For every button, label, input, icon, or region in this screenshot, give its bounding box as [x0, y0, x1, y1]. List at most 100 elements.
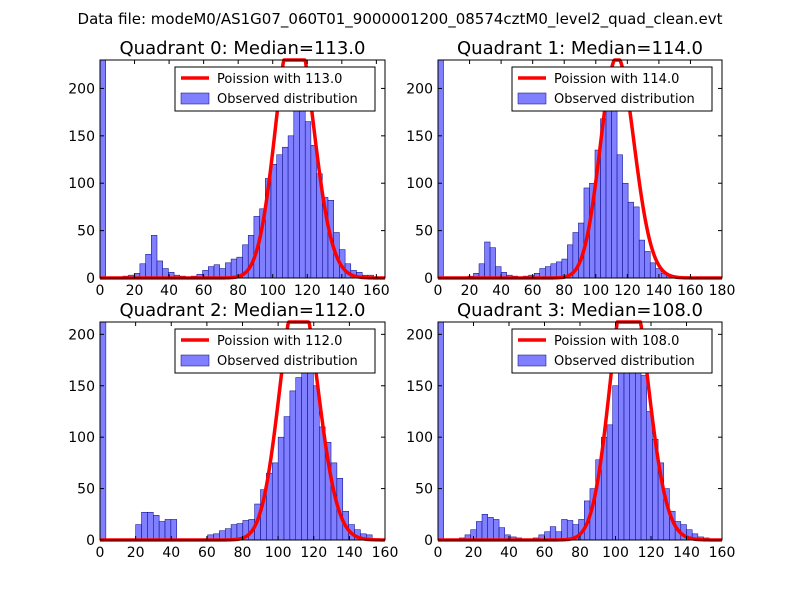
panel-title: Quadrant 1: Median=114.0: [457, 38, 703, 59]
histogram-bar: [649, 262, 656, 279]
histogram-bar: [230, 258, 238, 279]
histogram-bars: [99, 59, 374, 279]
x-tick-label: 120: [638, 545, 665, 561]
histogram-bar: [640, 375, 647, 541]
histogram-bar: [271, 462, 279, 541]
x-tick-label: 140: [646, 283, 673, 299]
histogram-bar: [295, 377, 302, 541]
x-tick-label: 100: [582, 283, 609, 299]
histogram-bar: [304, 121, 312, 279]
x-tick-label: 140: [336, 545, 363, 561]
axes-frame: [99, 59, 386, 279]
legend-label-fit: Poission with 112.0: [217, 334, 342, 349]
x-tick-label: 180: [709, 283, 736, 299]
histogram-bar: [635, 349, 642, 541]
legend: Poission with 108.0 Observed distribution: [511, 328, 713, 374]
histogram-bar: [289, 390, 297, 541]
x-tick-label: 100: [602, 545, 629, 561]
histogram-bar: [476, 521, 483, 541]
histogram-bar: [616, 154, 623, 279]
legend-label-fit: Poission with 114.0: [554, 72, 679, 87]
x-tick-label: 20: [126, 283, 144, 299]
histogram-bars: [437, 59, 695, 279]
y-tick-label: 50: [77, 224, 95, 240]
histogram-bar: [153, 515, 160, 541]
panel-title: Quadrant 0: Median=113.0: [120, 38, 366, 59]
histogram-bar: [623, 354, 630, 541]
y-tick-label: 100: [406, 430, 433, 446]
x-tick-label: 60: [536, 545, 554, 561]
histogram-bar: [611, 102, 618, 279]
legend: Poission with 113.0 Observed distribution: [174, 66, 376, 112]
x-tick-label: 40: [500, 545, 518, 561]
histogram-bar: [606, 424, 613, 541]
histogram-bar: [437, 321, 444, 541]
legend: Poission with 114.0 Observed distribution: [511, 66, 713, 112]
y-tick-label: 150: [406, 129, 433, 145]
x-tick-label: 160: [363, 283, 390, 299]
x-tick-label: 20: [461, 283, 479, 299]
x-tick-label: 0: [434, 283, 443, 299]
y-tick-label: 200: [68, 81, 95, 97]
x-tick-label: 120: [294, 283, 321, 299]
histogram-bar: [151, 235, 158, 279]
y-tick-label: 100: [406, 176, 433, 192]
histogram-bar: [556, 261, 563, 279]
histogram-bar: [622, 182, 629, 279]
histogram-bar: [99, 321, 107, 541]
histogram-bar: [301, 344, 308, 541]
x-tick-label: 120: [300, 545, 327, 561]
histogram-bar: [225, 262, 232, 279]
histogram-bar: [549, 526, 557, 541]
y-tick-label: 50: [415, 224, 433, 240]
x-tick-label: 80: [229, 283, 247, 299]
histogram-bar: [605, 95, 612, 279]
y-tick-label: 0: [86, 533, 95, 549]
histogram-bar: [478, 263, 485, 279]
legend-label-fit: Poission with 108.0: [554, 334, 679, 349]
x-tick-label: 140: [673, 545, 700, 561]
histogram-bar: [164, 519, 172, 541]
x-tick-label: 160: [372, 545, 399, 561]
legend-label-bars: Observed distribution: [554, 354, 695, 369]
histogram-bar: [293, 97, 300, 279]
histogram-bar: [170, 519, 178, 541]
x-tick-label: 20: [465, 545, 483, 561]
y-tick-label: 50: [77, 482, 95, 498]
histogram-bar: [313, 385, 320, 541]
histogram-bar: [633, 206, 640, 279]
histogram-bar: [282, 146, 289, 279]
legend-label-bars: Observed distribution: [554, 92, 695, 107]
histogram-bar: [487, 517, 494, 541]
x-tick-label: 120: [614, 283, 641, 299]
histogram-bar: [437, 59, 444, 279]
x-tick-label: 100: [265, 545, 292, 561]
y-tick-label: 200: [68, 327, 95, 343]
y-tick-label: 0: [86, 271, 95, 287]
y-tick-label: 100: [68, 176, 95, 192]
legend-swatch-bars: [517, 92, 547, 105]
y-tick-label: 50: [415, 482, 433, 498]
x-tick-label: 20: [127, 545, 145, 561]
histogram-bar: [644, 251, 651, 279]
y-tick-label: 150: [68, 379, 95, 395]
x-tick-label: 160: [709, 545, 736, 561]
histogram-bar: [145, 254, 152, 279]
panel-quadrant-0: 0 20 40 60 80 100 120 140 160 0 50 100 150 200 Quadran…: [68, 38, 389, 299]
histogram-bar: [99, 59, 106, 279]
figure-suptitle: Data file: modeM0/AS1G07_060T01_90000012…: [78, 10, 723, 29]
histogram-bar: [213, 264, 220, 279]
histogram-bar: [618, 364, 625, 541]
histogram-bar: [141, 511, 148, 541]
histogram-bar: [481, 514, 488, 541]
legend-swatch-bars: [517, 354, 547, 367]
y-tick-label: 200: [406, 327, 433, 343]
y-tick-label: 150: [406, 379, 433, 395]
panel-title: Quadrant 2: Median=112.0: [120, 300, 366, 321]
legend: Poission with 112.0 Observed distribution: [174, 328, 376, 374]
histogram-bar: [638, 239, 645, 279]
x-tick-label: 80: [555, 283, 573, 299]
histogram-bar: [283, 416, 291, 541]
histogram-bar: [147, 511, 154, 541]
y-tick-label: 0: [424, 271, 433, 287]
